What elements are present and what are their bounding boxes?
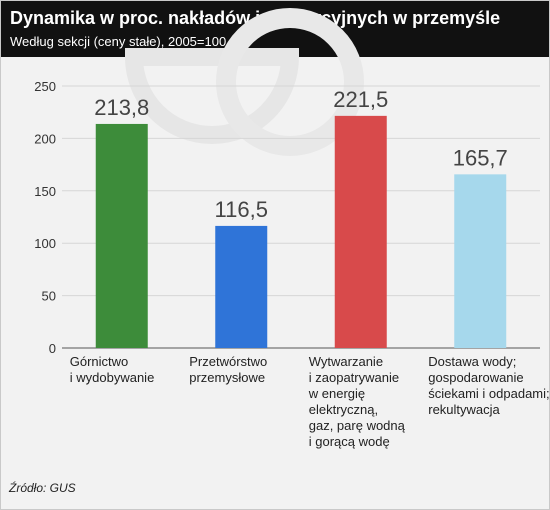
bar-value-label: 221,5 bbox=[333, 87, 388, 112]
y-axis-ticks: 0 50 100 150 200 250 bbox=[34, 79, 56, 356]
bar-value-label: 213,8 bbox=[94, 95, 149, 120]
chart-subtitle: Według sekcji (ceny stałe), 2005=100 bbox=[10, 34, 227, 49]
bar bbox=[95, 123, 148, 349]
category-label: w energię bbox=[308, 386, 365, 401]
bar-series bbox=[95, 115, 507, 349]
watermark-logo bbox=[124, 8, 364, 156]
category-label: Wytwarzanie bbox=[309, 354, 383, 369]
y-tick-label: 150 bbox=[34, 184, 56, 199]
y-tick-label: 250 bbox=[34, 79, 56, 94]
bar-value-label: 116,5 bbox=[215, 197, 268, 222]
y-tick-label: 0 bbox=[49, 341, 56, 356]
category-label: przemysłowe bbox=[189, 370, 265, 385]
category-label: Dostawa wody; bbox=[428, 354, 516, 369]
category-label: i wydobywanie bbox=[70, 370, 155, 385]
value-labels: 213,8 116,5 221,5 165,7 bbox=[94, 87, 508, 222]
category-label: Przetwórstwo bbox=[189, 354, 267, 369]
category-label: gospodarowanie bbox=[428, 370, 523, 385]
bar bbox=[215, 225, 268, 348]
bar bbox=[454, 174, 507, 348]
category-label: i gorącą wodę bbox=[309, 434, 390, 449]
category-label: ściekami i odpadami; bbox=[428, 386, 549, 401]
category-label: gaz, parę wodną bbox=[309, 418, 406, 433]
y-tick-label: 100 bbox=[34, 236, 56, 251]
y-tick-label: 50 bbox=[42, 289, 56, 304]
category-label: i zaopatrywanie bbox=[309, 370, 399, 385]
source-note: Źródło: GUS bbox=[9, 481, 76, 495]
category-label: Górnictwo bbox=[70, 354, 129, 369]
bar bbox=[334, 115, 387, 348]
category-label: rekultywacja bbox=[428, 402, 500, 417]
y-tick-label: 200 bbox=[34, 131, 56, 146]
category-label: elektryczną, bbox=[309, 402, 378, 417]
bar-value-label: 165,7 bbox=[453, 145, 508, 170]
